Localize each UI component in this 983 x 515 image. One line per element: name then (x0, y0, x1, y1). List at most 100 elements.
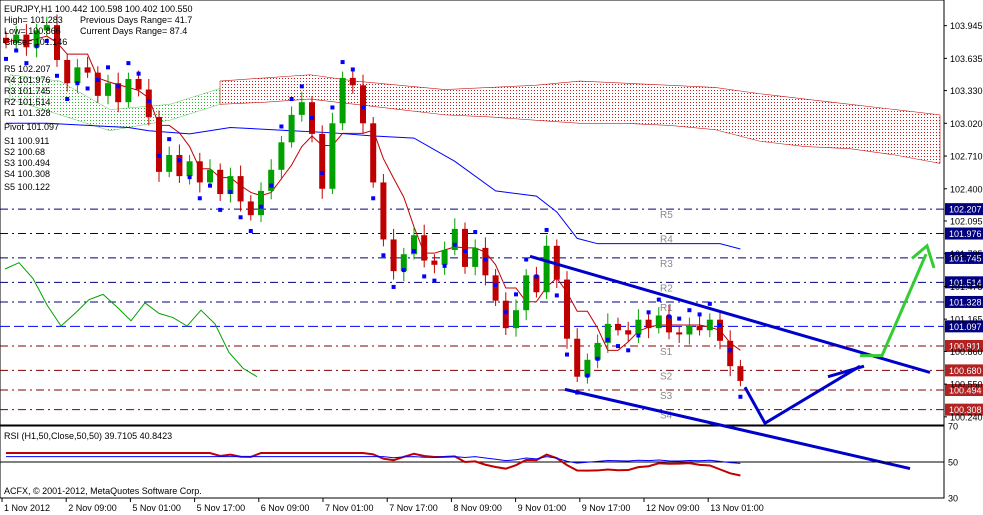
sar-dot (289, 97, 294, 102)
sar-dot (177, 158, 182, 163)
sar-dot (85, 86, 90, 91)
candle-body (472, 247, 479, 267)
price-tick-label: 103.945 (950, 21, 983, 31)
candle-body (227, 176, 234, 195)
pivot-r1: R1 101.328 (4, 108, 51, 118)
sar-dot (371, 196, 376, 201)
candle-body (23, 34, 30, 48)
candle-body (74, 67, 81, 84)
level-label-r2: R2 (660, 283, 673, 294)
sar-dot (350, 67, 355, 72)
kijun-line (6, 122, 741, 250)
candle-body (645, 319, 652, 329)
candle-body (125, 78, 132, 103)
rsi-line (6, 452, 741, 477)
sar-dot (238, 215, 243, 220)
prev-range-text: Previous Days Range= 41.7 (80, 15, 192, 25)
low-text: Low= 100.866 (4, 26, 61, 36)
candle-body (3, 37, 9, 44)
price-tag-s2 (945, 364, 983, 377)
candle-body (166, 154, 173, 172)
sar-dot (667, 314, 671, 319)
candle-body (696, 326, 703, 331)
sar-dot (432, 278, 437, 283)
cur-range-text: Current Days Range= 87.4 (80, 26, 187, 36)
cloud-area-bull (9, 74, 221, 131)
candle-body (288, 114, 295, 143)
price-tag-text-r2: 101.514 (949, 278, 982, 288)
candle-body (207, 169, 213, 183)
price-tag-text-r5: 102.207 (949, 205, 982, 215)
sar-dot (524, 257, 529, 262)
rsi-lines: 70 50 30 (0, 422, 958, 504)
sar-dot (259, 204, 263, 209)
candle-body (492, 275, 499, 301)
candle-body (329, 123, 336, 189)
candle-body (258, 190, 264, 216)
rsi-label: RSI (H1,50,Close,50,50) 39.7105 40.8423 (4, 431, 172, 441)
sar-dot (636, 333, 641, 338)
candle-body (604, 323, 611, 343)
price-tag-text-s2: 100.680 (949, 366, 982, 376)
candle-body (706, 319, 713, 331)
sar-dot (473, 230, 478, 235)
time-tick-label: 13 Nov 01:00 (710, 503, 764, 513)
candle-body (625, 330, 632, 335)
candle-body (482, 247, 489, 276)
candle-body (349, 77, 356, 86)
candle-body (380, 182, 387, 240)
time-tick-label: 7 Nov 17:00 (389, 503, 438, 513)
candle-body (513, 310, 519, 329)
sar-dot (106, 65, 110, 70)
sar-dot (707, 301, 712, 306)
sar-dot (554, 293, 559, 298)
sar-dot (728, 348, 733, 353)
level-label-r1: R1 (660, 303, 673, 314)
sar-dot (442, 263, 447, 268)
sar-dot (381, 253, 386, 258)
cloud-area (219, 74, 941, 164)
price-tick-label: 100.860 (950, 347, 983, 357)
sar-dot (626, 348, 631, 353)
price-tick-label: 102.710 (950, 152, 983, 162)
pivot-s5: S5 100.122 (4, 182, 50, 192)
price-tag-s4 (945, 403, 983, 416)
candle-body (533, 275, 540, 293)
candle-body (717, 319, 723, 341)
candle-body (502, 300, 509, 329)
price-tick-label: 101.785 (950, 249, 983, 259)
sar-dot (585, 373, 590, 378)
candle-body (451, 228, 458, 251)
candle-body (13, 34, 20, 44)
candle-body (94, 72, 101, 96)
candle-body (33, 30, 40, 48)
annotations (529, 243, 936, 471)
candle-body (564, 279, 570, 339)
projection-arrow-tip (827, 364, 865, 379)
sar-dot (197, 196, 202, 201)
candle-body (196, 161, 203, 183)
candle-body (268, 169, 275, 191)
sar-dot (361, 105, 365, 110)
price-tag-s3 (945, 384, 983, 397)
price-tag-text-s1: 100.911 (949, 341, 981, 351)
candle-body (247, 201, 254, 216)
price-tag-r1 (945, 295, 983, 308)
time-tick-label: 9 Nov 01:00 (518, 503, 567, 513)
price-tag-r2 (945, 276, 983, 289)
sar-dot (422, 274, 427, 279)
sar-dot (738, 394, 743, 399)
price-tag-s1 (945, 339, 983, 352)
rsi-tick-label: 70 (948, 422, 958, 432)
price-tick-label: 101.475 (950, 282, 983, 292)
sar-dot (340, 60, 345, 65)
price-tag-text-s3: 100.494 (949, 386, 982, 396)
price-tick-label: 102.400 (950, 184, 983, 194)
sar-dot (299, 84, 304, 89)
candle-body (237, 176, 244, 202)
price-tag-r3 (945, 251, 983, 264)
time-tick-label: 12 Nov 09:00 (646, 503, 700, 513)
copyright: ACFX, © 2001-2012, MetaQuotes Software C… (4, 486, 202, 496)
level-label-r5: R5 (660, 210, 673, 221)
